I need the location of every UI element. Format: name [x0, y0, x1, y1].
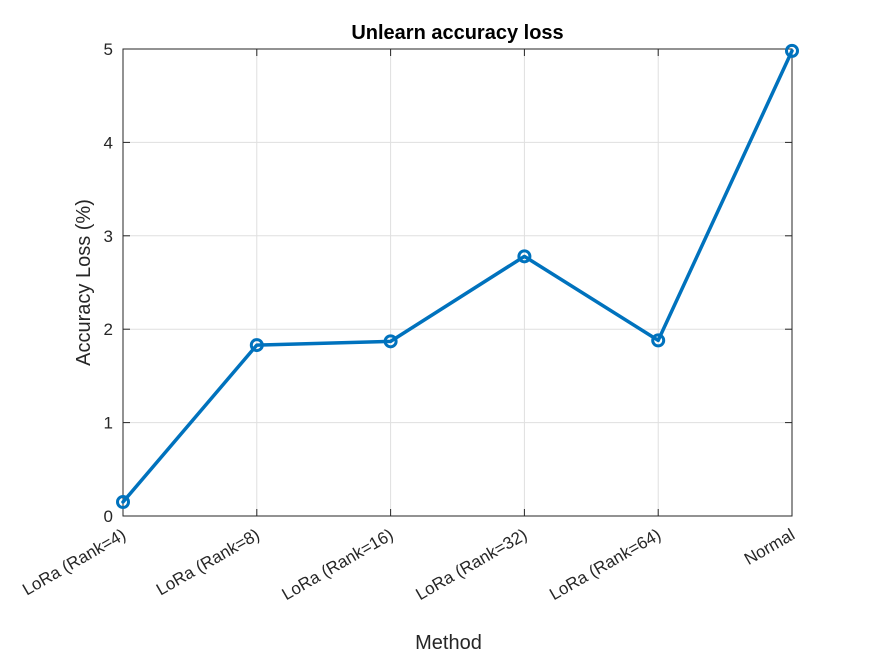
x-tick-label: LoRa (Rank=64) [546, 525, 664, 604]
y-tick-label: 3 [104, 227, 113, 246]
data-point-marker [651, 333, 666, 348]
data-point-marker [249, 338, 264, 353]
data-point-marker [383, 334, 398, 349]
grid [122, 48, 793, 517]
x-tick-label: LoRa (Rank=32) [412, 525, 530, 604]
plot-area-border [122, 48, 793, 517]
x-tick-label: Normal [741, 525, 798, 569]
data-point-marker [116, 494, 130, 509]
x-tick-label: LoRa (Rank=4) [19, 525, 129, 599]
y-axis-label: Accuracy Loss (%) [73, 199, 95, 366]
series-layer [116, 43, 799, 509]
y-tick-label: 0 [104, 507, 113, 526]
data-point-marker [517, 249, 532, 264]
y-tick-label: 2 [104, 320, 113, 339]
y-tick-label: 4 [104, 133, 113, 152]
chart-title: Unlearn accuracy loss [351, 22, 563, 44]
x-tick-label: LoRa (Rank=8) [153, 525, 263, 599]
data-point-marker [785, 43, 799, 58]
y-tick-label: 5 [104, 40, 113, 59]
x-axis-label: Method [415, 632, 482, 654]
x-tick-label: LoRa (Rank=16) [279, 525, 397, 604]
y-tick-label: 1 [104, 414, 113, 433]
series-line [121, 49, 794, 504]
